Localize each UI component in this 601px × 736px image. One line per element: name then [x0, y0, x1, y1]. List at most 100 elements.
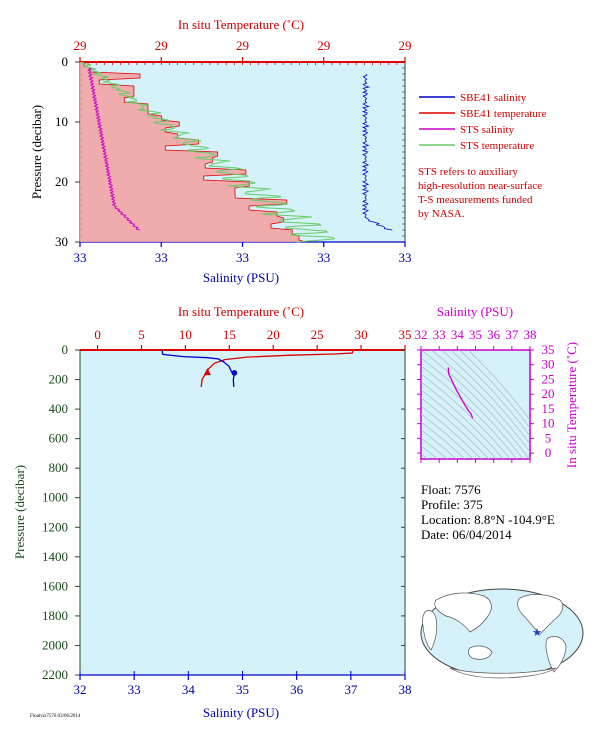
bottom-pressure-tick-label: 1800 — [42, 608, 68, 623]
bottom-salinity-tick-label: 35 — [236, 682, 249, 697]
top-pressure-tick-label: 30 — [55, 234, 68, 249]
top-salinity-tick-label: 33 — [74, 250, 87, 265]
bottom-panel-temperature-title: In situ Temperature (˚C) — [178, 304, 304, 319]
sbe41-temperature-line — [83, 62, 306, 243]
bottom-temperature-tick-label: 15 — [223, 327, 236, 342]
top-salinity-tick-label: 33 — [317, 250, 330, 265]
ts-temperature-tick-label: 20 — [542, 386, 555, 401]
bottom-pressure-tick-label: 800 — [49, 460, 69, 475]
bottom-salinity-tick-label: 38 — [399, 682, 412, 697]
isopycnal-line — [421, 413, 474, 459]
ts-isopycnals — [421, 350, 530, 459]
isopycnal-line — [421, 365, 518, 459]
legend-sts-temperature: STS temperature — [460, 140, 534, 152]
float-id: Float: 7576 — [421, 482, 481, 497]
bottom-pressure-tick-label: 1400 — [42, 549, 68, 564]
bottom-pressure-tick-label: 600 — [49, 431, 69, 446]
top-salinity-tick-label: 33 — [399, 250, 412, 265]
top-salinity-tick-label: 33 — [155, 250, 168, 265]
ts-salinity-tick-label: 34 — [451, 327, 465, 342]
ts-salinity-tick-label: 37 — [505, 327, 519, 342]
date: Date: 06/04/2014 — [421, 527, 512, 542]
top-panel-pressure-label: Pressure (decibar) — [29, 105, 44, 199]
sts-salinity-line — [87, 67, 140, 231]
bottom-temperature-tick-label: 20 — [267, 327, 280, 342]
isopycnal-line — [421, 373, 511, 459]
bottom-pressure-tick-label: 1200 — [42, 519, 68, 534]
top-temperature-tick-label: 29 — [74, 38, 87, 53]
float-info: Float: 7576 Profile: 375 Location: 8.8°N… — [421, 482, 555, 542]
top-temperature-tick-label: 29 — [317, 38, 330, 53]
top-panel-pressure-ticks: 0 10 20 30 — [55, 54, 80, 249]
profile-temperature-line — [200, 349, 354, 387]
isopycnal-line — [467, 350, 530, 421]
bottom-pressure-tick-label: 200 — [49, 372, 69, 387]
isopycnal-line — [421, 429, 457, 459]
ts-temperature-tick-label: 15 — [542, 401, 555, 416]
sts-temperature-line — [80, 61, 336, 243]
ts-temperature-tick-label: 30 — [542, 357, 555, 372]
continent-asia — [434, 592, 492, 633]
top-temperature-tick-label: 29 — [155, 38, 168, 53]
isopycnal-line — [421, 381, 504, 459]
continent-south-america — [545, 636, 567, 673]
isopycnal-line — [421, 405, 482, 459]
sts-note-line-4: by NASA. — [418, 208, 465, 220]
ts-temperature-tick-label: 10 — [542, 416, 555, 431]
float-location-marker: ★ — [532, 627, 542, 639]
bottom-pressure-tick-label: 1600 — [42, 578, 68, 593]
bottom-salinity-tick-label: 37 — [344, 682, 358, 697]
continent-north-america — [517, 594, 564, 635]
ts-salinity-ticks: 32 33 34 35 36 37 38 — [415, 327, 537, 463]
ts-salinity-tick-label: 38 — [524, 327, 537, 342]
sbe41-salinity-line — [361, 73, 393, 231]
bottom-panel-pressure-label: Pressure (decibar) — [12, 465, 27, 559]
ts-salinity-tick-label: 32 — [415, 327, 428, 342]
bottom-panel-salinity-ticks: 32 33 34 35 36 37 38 — [74, 671, 412, 697]
isopycnal-line — [421, 437, 448, 459]
top-panel-curves — [80, 61, 393, 243]
bottom-panel-plot-area — [79, 349, 406, 676]
ts-diagram: Salinity (PSU) 32 33 34 35 36 37 38 0510152025… — [415, 304, 580, 468]
bottom-salinity-tick-label: 36 — [290, 682, 304, 697]
top-salinity-tick-label: 33 — [236, 250, 249, 265]
ts-salinity-tick-label: 33 — [433, 327, 446, 342]
ts-curve — [447, 367, 474, 419]
bottom-salinity-tick-label: 34 — [182, 682, 196, 697]
ts-profile-line — [447, 367, 474, 419]
isopycnal-line — [421, 350, 530, 459]
isopycnal-line — [440, 350, 530, 445]
sts-note-line-2: high-resolution near-surface — [418, 180, 542, 192]
bottom-temperature-tick-label: 0 — [94, 327, 101, 342]
map-continents — [422, 592, 567, 679]
ts-salinity-tick-label: 35 — [469, 327, 482, 342]
bottom-pressure-tick-label: 1000 — [42, 490, 68, 505]
ts-temperature-tick-label: 5 — [545, 430, 552, 445]
legend: SBE41 salinity SBE41 temperature STS sal… — [419, 92, 547, 152]
isopycnal-line — [421, 421, 466, 459]
bottom-pressure-tick-label: 0 — [62, 342, 69, 357]
ts-salinity-tick-label: 36 — [487, 327, 501, 342]
bottom-panel-temperature-ticks: 0 5 10 15 20 25 30 35 — [94, 327, 412, 350]
location: Location: 8.8°N -104.9°E — [421, 512, 555, 527]
bottom-temperature-tick-label: 30 — [355, 327, 368, 342]
top-pressure-tick-label: 20 — [55, 174, 68, 189]
sbe41-temperature-fill — [80, 62, 306, 242]
legend-sbe41-salinity: SBE41 salinity — [460, 92, 527, 104]
bottom-temperature-tick-label: 10 — [179, 327, 192, 342]
bottom-temperature-tick-label: 35 — [399, 327, 412, 342]
top-temperature-tick-label: 29 — [399, 38, 412, 53]
top-panel-temperature-ticks: 29 29 29 29 29 — [74, 38, 412, 62]
bottom-salinity-tick-label: 33 — [128, 682, 141, 697]
ts-temperature-label: In situ Temperature (˚C) — [564, 342, 579, 468]
bottom-panel-pressure-ticks: 0 200 400 600 800 1000 1200 1400 1600 1800 2000 220… — [42, 342, 405, 682]
continent-australia — [467, 645, 493, 660]
continent-africa-europe — [422, 610, 438, 651]
bottom-pressure-tick-label: 2200 — [42, 667, 68, 682]
isopycnal-line — [421, 445, 439, 459]
top-panel-temperature-title: In situ Temperature (˚C) — [178, 17, 304, 32]
full-profile-panel: In situ Temperature (˚C) 0 5 10 15 20 25 30 35 … — [12, 304, 412, 720]
bottom-salinity-tick-label: 32 — [74, 682, 87, 697]
